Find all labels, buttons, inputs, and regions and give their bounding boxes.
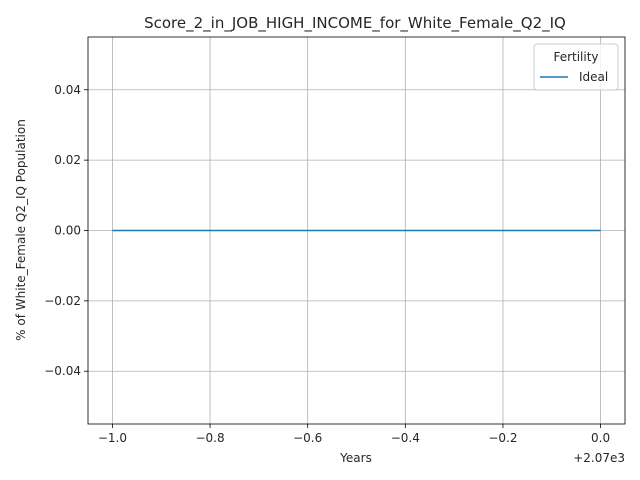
x-axis-label: Years: [339, 451, 372, 465]
x-tick-label: −0.2: [488, 431, 517, 445]
legend: Fertility Ideal: [533, 43, 619, 91]
x-tick-label: 0.0: [591, 431, 610, 445]
y-axis: −0.04 −0.02 0.00 0.02 0.04: [44, 83, 88, 378]
legend-frame: [533, 43, 619, 91]
y-tick-label: −0.04: [44, 364, 81, 378]
x-axis: −1.0 −0.8 −0.6 −0.4 −0.2 0.0: [98, 424, 610, 445]
x-axis-offset-label: +2.07e3: [573, 451, 625, 465]
y-tick-label: −0.02: [44, 294, 81, 308]
x-tick-label: −1.0: [98, 431, 127, 445]
legend-title: Fertility: [553, 50, 598, 64]
y-tick-label: 0.04: [54, 83, 81, 97]
chart-title: Score_2_in_JOB_HIGH_INCOME_for_White_Fem…: [144, 14, 566, 33]
legend-label-ideal: Ideal: [579, 70, 608, 84]
y-tick-label: 0.02: [54, 153, 81, 167]
x-tick-label: −0.4: [391, 431, 420, 445]
x-tick-label: −0.6: [293, 431, 322, 445]
x-tick-label: −0.8: [195, 431, 224, 445]
y-axis-label: % of White_Female Q2_IQ Population: [14, 119, 28, 341]
y-tick-label: 0.00: [54, 224, 81, 238]
